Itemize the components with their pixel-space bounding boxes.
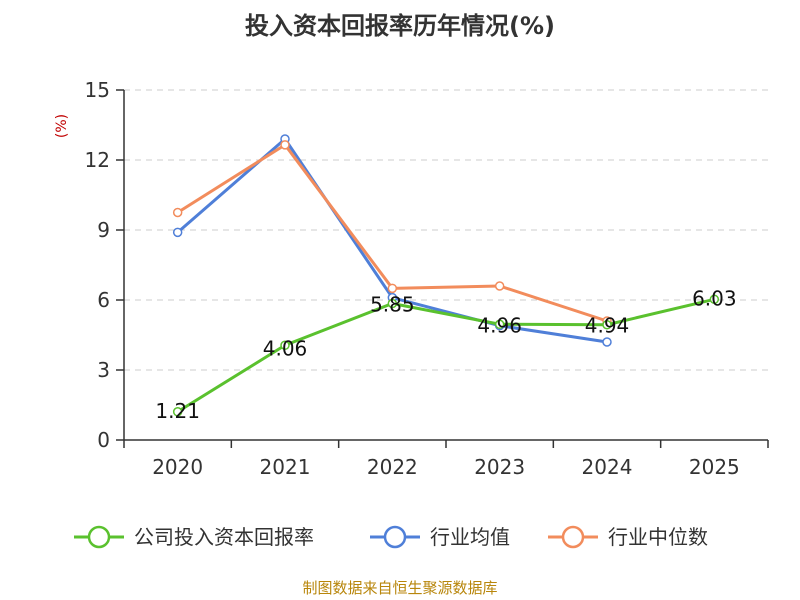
x-tick-label: 2020 [152, 455, 203, 479]
data-point [387, 298, 398, 309]
x-tick-label: 2021 [260, 455, 311, 479]
data-point [172, 207, 183, 218]
legend-label: 公司投入资本回报率 [134, 525, 314, 549]
data-point [172, 407, 183, 417]
legend-marker-icon [561, 525, 585, 549]
y-axis-label: (%) [54, 114, 70, 138]
legend-marker-icon [383, 525, 407, 549]
y-tick-label: 0 [97, 428, 110, 452]
data-label: 1.21 [155, 399, 200, 423]
legend-marker-icon [87, 525, 111, 549]
grid [124, 89, 768, 371]
y-tick-label: 3 [97, 358, 110, 382]
y-tick-label: 15 [85, 78, 110, 102]
series [172, 134, 720, 417]
y-tick-label: 6 [97, 288, 110, 312]
data-point [280, 340, 290, 351]
data-point [280, 140, 290, 150]
data-point [494, 281, 505, 291]
data-point [602, 319, 612, 330]
data-label: 4.94 [585, 314, 630, 338]
legend-label: 行业均值 [430, 525, 510, 549]
legend[interactable]: 公司投入资本回报率 行业均值 行业中位数 [74, 525, 708, 549]
axes: 0 3 6 9 12 15 2020 2021 2022 2023 2024 2025 [85, 78, 769, 479]
data-label: 6.03 [692, 286, 737, 310]
x-tick-label: 2022 [367, 455, 418, 479]
x-tick-label: 2024 [582, 455, 633, 479]
data-point [387, 283, 398, 294]
y-tick-label: 12 [85, 148, 110, 172]
data-point [172, 227, 183, 238]
data-point [494, 319, 505, 330]
x-tick-label: 2023 [474, 455, 525, 479]
source-note: 制图数据来自恒生聚源数据库 [302, 579, 497, 597]
data-label: 4.96 [477, 313, 522, 337]
x-tick-label: 2025 [689, 455, 740, 479]
chart-title: 投入资本回报率历年情况(%) [245, 12, 555, 40]
data-label: 4.06 [263, 336, 308, 360]
data-labels: 1.21 4.06 5.85 4.96 4.94 6.03 [155, 286, 736, 422]
data-label: 5.85 [370, 293, 415, 317]
data-point [709, 294, 720, 305]
series-line-0 [176, 297, 715, 414]
legend-label: 行业中位数 [608, 525, 708, 549]
data-point [602, 337, 612, 347]
y-tick-label: 9 [97, 218, 110, 242]
